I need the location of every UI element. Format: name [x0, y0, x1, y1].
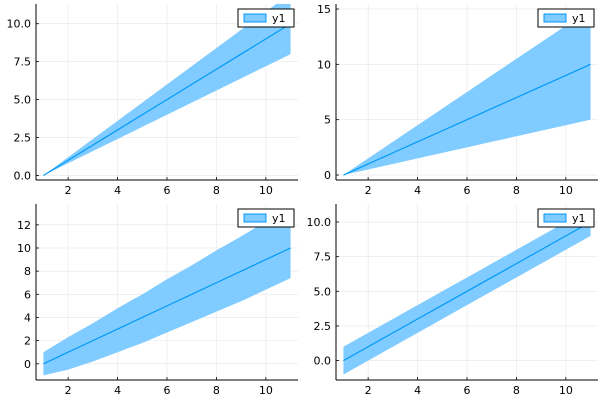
y-tick-label: 2	[24, 335, 31, 348]
y-tick-label: 5.0	[14, 94, 32, 107]
x-tick-label: 10	[559, 184, 573, 197]
y-tick-label: 0	[24, 358, 31, 371]
x-tick-label: 8	[513, 184, 520, 197]
legend-swatch	[543, 13, 567, 23]
legend-swatch	[243, 13, 267, 23]
legend-swatch	[543, 213, 567, 223]
x-tick-label: 2	[65, 184, 72, 197]
y-tick-label: 7.5	[14, 56, 32, 69]
ribbon-band	[43, 208, 291, 376]
x-tick-label: 2	[65, 384, 72, 397]
y-tick-label: 2.5	[14, 132, 32, 145]
subplot-2: 2 4 6 8 10 0 5 10 15 y1	[317, 3, 598, 197]
y-tick-label: 5	[324, 114, 331, 127]
x-tick-label: 4	[414, 184, 421, 197]
x-tick-label: 6	[164, 184, 171, 197]
legend: y1	[237, 8, 295, 28]
y-tick-label: 10	[317, 58, 331, 71]
y-tick-label: 15	[317, 3, 331, 16]
legend-swatch	[243, 213, 267, 223]
y-tick-label: 7.5	[314, 251, 332, 264]
x-tick-label: 10	[559, 384, 573, 397]
subplot-4: 2 4 6 8 10 0.0 2.5 5.0 7.5 10.0 y1	[307, 204, 598, 397]
series-line-y1	[343, 221, 591, 362]
x-tick-label: 4	[414, 384, 421, 397]
y-tick-label: 10.0	[307, 216, 332, 229]
y-tick-label: 10.0	[7, 18, 32, 31]
series-line-y1	[343, 63, 591, 176]
x-tick-label: 4	[114, 184, 121, 197]
x-tick-label: 6	[464, 384, 471, 397]
x-tick-label: 6	[164, 384, 171, 397]
ribbon-band	[343, 8, 591, 176]
y-tick-label: 10	[17, 242, 31, 255]
ribbon-band	[43, 4, 291, 176]
x-tick-label: 8	[213, 384, 220, 397]
y-tick-label: 0.0	[314, 355, 332, 368]
legend-label: y1	[272, 212, 286, 225]
legend-label: y1	[572, 212, 586, 225]
x-tick-label: 8	[513, 384, 520, 397]
x-tick-label: 10	[259, 184, 273, 197]
x-tick-label: 4	[114, 384, 121, 397]
x-tick-label: 2	[365, 184, 372, 197]
legend-label: y1	[272, 12, 286, 25]
x-tick-label: 8	[213, 184, 220, 197]
x-tick-label: 6	[464, 184, 471, 197]
y-tick-label: 0	[324, 169, 331, 182]
subplot-1: 2 4 6 8 10 0.0 2.5 5.0 7.5 10.0 y1	[7, 4, 298, 197]
y-tick-label: 12	[17, 219, 31, 232]
y-tick-label: 6	[24, 288, 31, 301]
legend: y1	[537, 8, 595, 28]
y-tick-label: 2.5	[314, 320, 332, 333]
y-tick-label: 5.0	[314, 285, 332, 298]
legend: y1	[237, 208, 295, 228]
subplot-3: 2 4 6 8 10 0 2 4 6 8 10 12 y1	[17, 204, 298, 397]
series-line-y1	[43, 247, 291, 365]
x-tick-label: 10	[259, 384, 273, 397]
legend-label: y1	[572, 12, 586, 25]
legend: y1	[537, 208, 595, 228]
y-tick-label: 4	[24, 311, 31, 324]
y-tick-label: 0.0	[14, 169, 32, 182]
y-tick-label: 8	[24, 265, 31, 278]
x-tick-label: 2	[365, 384, 372, 397]
series-line-y1	[43, 23, 291, 176]
